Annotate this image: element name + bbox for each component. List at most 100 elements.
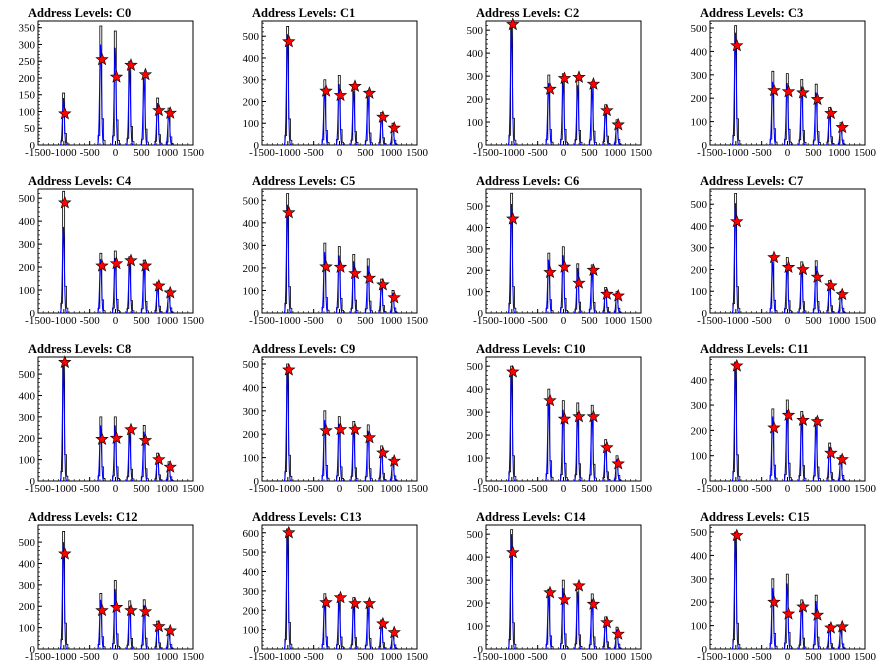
y-tick-label: 200 — [243, 263, 260, 275]
y-tick-label: 400 — [243, 53, 260, 65]
peak-marker-3 — [348, 266, 362, 280]
x-tick-label: -1500 — [249, 315, 275, 327]
fit-curve-2 — [110, 47, 120, 146]
peak-marker-3 — [124, 58, 138, 72]
x-tick-label: -1000 — [275, 651, 301, 663]
chart-panel-c15: Address Levels: C15 0 100 200 300 400 500 -1500… — [672, 504, 896, 672]
fit-curve-2 — [783, 410, 792, 482]
peak-marker-5 — [824, 106, 838, 120]
fit-curve-0 — [507, 534, 516, 650]
y-tick-label: 100 — [467, 621, 484, 633]
y-tick-label: 100 — [243, 285, 260, 297]
y-tick-label: 400 — [691, 46, 708, 58]
peak-marker-2 — [781, 408, 796, 421]
y-tick-label: 300 — [467, 407, 484, 419]
chart-svg-c9: Address Levels: C90100200300400500-1500-… — [243, 342, 429, 495]
x-tick-label: 0 — [785, 147, 791, 159]
y-tick-label: 400 — [467, 384, 484, 396]
fit-curve-6 — [612, 459, 621, 482]
peak-marker-6 — [387, 454, 401, 467]
peak-marker-2 — [781, 260, 796, 273]
fit-curve-2 — [783, 82, 792, 146]
x-tick-label: -500 — [304, 315, 325, 327]
peak-marker-1 — [543, 265, 557, 279]
peak-marker-5 — [376, 110, 390, 123]
x-tick-label: 0 — [337, 315, 343, 327]
chart-title: Address Levels: C7 — [700, 174, 803, 188]
x-tick-label: 1000 — [156, 315, 179, 327]
y-tick-label: 300 — [19, 239, 36, 251]
fit-curve-3 — [349, 90, 358, 146]
x-tick-label: -500 — [80, 315, 101, 327]
x-tick-label: 1000 — [380, 147, 403, 159]
y-tick-label: 100 — [19, 623, 36, 635]
chart-svg-c4: Address Levels: C40100200300400500-1500-… — [19, 174, 205, 327]
fit-curve-6 — [612, 629, 621, 650]
y-tick-label: 500 — [243, 359, 260, 371]
x-tick-label: 1000 — [828, 315, 851, 327]
peak-marker-4 — [586, 263, 601, 277]
fit-curve-2 — [111, 589, 120, 650]
peak-marker-4 — [362, 271, 377, 284]
fit-curve-2 — [111, 425, 120, 482]
peak-marker-4 — [810, 92, 825, 106]
fit-curve-3 — [573, 412, 582, 482]
y-tick-label: 100 — [19, 455, 36, 467]
peak-marker-0 — [730, 528, 744, 542]
x-tick-label: -1500 — [697, 483, 723, 495]
fit-curve-3 — [797, 86, 806, 146]
fit-curve-4 — [812, 92, 820, 146]
x-tick-label: 0 — [785, 651, 791, 663]
x-tick-label: 0 — [113, 651, 119, 663]
peak-marker-4 — [138, 67, 153, 81]
chart-panel-c1: Address Levels: C1 0 100 200 300 400 500 -1500-… — [224, 0, 448, 168]
chart-svg-c15: Address Levels: C15 0 100 200 300 400 500 -1500… — [691, 510, 877, 663]
peak-marker-0 — [58, 355, 72, 369]
chart-title: Address Levels: C5 — [252, 174, 355, 188]
chart-svg-c14: Address Levels: C14 0 100 200 300 400 500 -1500… — [467, 510, 653, 663]
y-tick-label: 200 — [243, 429, 260, 441]
y-tick-label: 200 — [467, 94, 484, 106]
x-tick-label: 0 — [561, 315, 567, 327]
peak-marker-6 — [163, 106, 177, 119]
y-tick-label: 500 — [691, 527, 708, 539]
chart-svg-c10: Address Levels: C10 0 100 200 300 400 500 -1500… — [467, 342, 653, 495]
peak-marker-4 — [138, 433, 153, 447]
peak-marker-1 — [543, 393, 557, 407]
x-tick-label: 1000 — [156, 147, 179, 159]
x-tick-label: 500 — [357, 483, 374, 495]
x-tick-label: 0 — [337, 651, 343, 663]
peak-marker-5 — [152, 619, 166, 633]
fit-curve-5 — [377, 449, 386, 482]
x-tick-label: 1500 — [630, 147, 653, 159]
x-tick-label: 1000 — [604, 315, 627, 327]
peak-marker-3 — [572, 276, 586, 289]
peak-marker-3 — [572, 409, 586, 423]
peak-marker-2 — [333, 422, 348, 436]
fit-curve-0 — [59, 542, 68, 650]
y-tick-label: 100 — [467, 117, 484, 129]
y-tick-label: 0 — [30, 140, 36, 152]
fit-curve-4 — [140, 605, 148, 650]
peak-marker-6 — [387, 625, 401, 639]
y-tick-label: 100 — [243, 118, 260, 130]
x-tick-label: 500 — [805, 147, 822, 159]
y-tick-label: 300 — [19, 580, 36, 592]
y-tick-label: 200 — [691, 264, 708, 276]
peak-marker-1 — [319, 83, 333, 97]
fit-curve-2 — [335, 84, 344, 146]
chart-panel-c14: Address Levels: C14 0 100 200 300 400 500 -1500… — [448, 504, 672, 672]
peak-marker-4 — [810, 608, 825, 621]
y-tick-label: 100 — [691, 621, 708, 633]
chart-svg-c5: Address Levels: C50100200300400500-1500-… — [243, 174, 429, 327]
peak-marker-5 — [152, 103, 166, 117]
peak-marker-3 — [796, 413, 810, 427]
y-tick-label: 100 — [691, 286, 708, 298]
chart-title: Address Levels: C0 — [28, 6, 131, 20]
chart-svg-c8: Address Levels: C80100200300400500-1500-… — [19, 342, 205, 495]
x-tick-label: 0 — [785, 315, 791, 327]
x-tick-label: 0 — [561, 147, 567, 159]
y-tick-label: 500 — [467, 361, 484, 373]
chart-title: Address Levels: C3 — [700, 6, 803, 20]
